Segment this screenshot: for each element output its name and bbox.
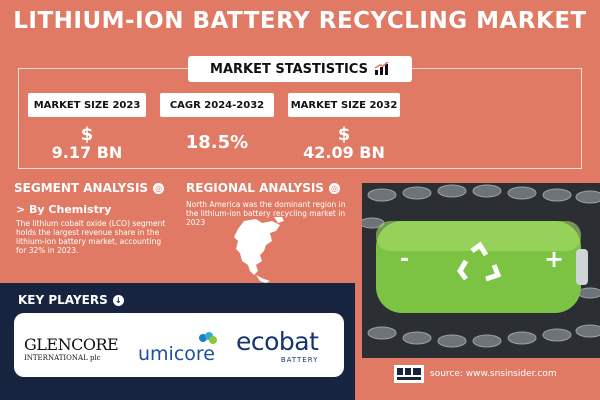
globe-icon: ◎: [153, 182, 165, 194]
market-statistics-box: MARKET STASTISTICS: [188, 56, 412, 82]
source-text: source: www.snsinsider.com: [430, 369, 557, 379]
frame-right: [581, 68, 582, 168]
chart-icon: [374, 62, 389, 75]
page-title: LITHIUM-ION BATTERY RECYCLING MARKET: [13, 8, 587, 34]
recycle-icon: [456, 241, 502, 282]
key-players-logos: GLENCORE INTERNATIONAL plc umicore ecoba…: [14, 313, 344, 377]
regional-analysis-heading: REGIONAL ANALYSIS ◎: [186, 181, 340, 195]
battery-plus-sign: +: [544, 245, 565, 273]
download-icon: ↓: [112, 294, 124, 306]
battery-image: - +: [362, 183, 600, 358]
stat-value-2032: 42.09 BN: [303, 143, 385, 162]
segment-text: The lithium cobalt oxide (LCO) segment h…: [16, 219, 166, 255]
stat-value-cagr: 18.5%: [185, 132, 249, 153]
ecobat-logo: ecobat BATTERY: [236, 327, 319, 364]
glencore-logo: GLENCORE INTERNATIONAL plc: [24, 335, 119, 362]
dollar-icon: $: [337, 124, 351, 145]
dollar-icon: $: [80, 124, 94, 145]
stat-label-2032: MARKET SIZE 2032: [288, 93, 400, 117]
sns-insider-logo: [394, 365, 424, 383]
frame-bottom: [18, 168, 582, 169]
battery-minus-sign: -: [400, 247, 410, 272]
frame-top-left: [18, 68, 188, 69]
key-players-heading: KEY PLAYERS ↓: [18, 293, 124, 307]
umicore-mark-icon: [199, 332, 217, 344]
globe-icon: ◎: [328, 182, 340, 194]
stat-label-cagr: CAGR 2024-2032: [160, 93, 274, 117]
market-statistics-heading: MARKET STASTISTICS: [210, 61, 368, 77]
frame-top-right: [412, 68, 582, 69]
segment-subheading: > By Chemistry: [16, 203, 112, 216]
stat-value-2023: 9.17 BN: [51, 143, 123, 162]
regional-text: North America was the dominant region in…: [186, 200, 346, 227]
segment-analysis-heading: SEGMENT ANALYSIS ◎: [14, 181, 165, 195]
umicore-logo: umicore: [138, 331, 217, 365]
stat-label-2023: MARKET SIZE 2023: [28, 93, 146, 117]
battery-background-cells: [362, 184, 600, 348]
frame-left: [18, 68, 19, 168]
north-america-map: [234, 217, 284, 283]
